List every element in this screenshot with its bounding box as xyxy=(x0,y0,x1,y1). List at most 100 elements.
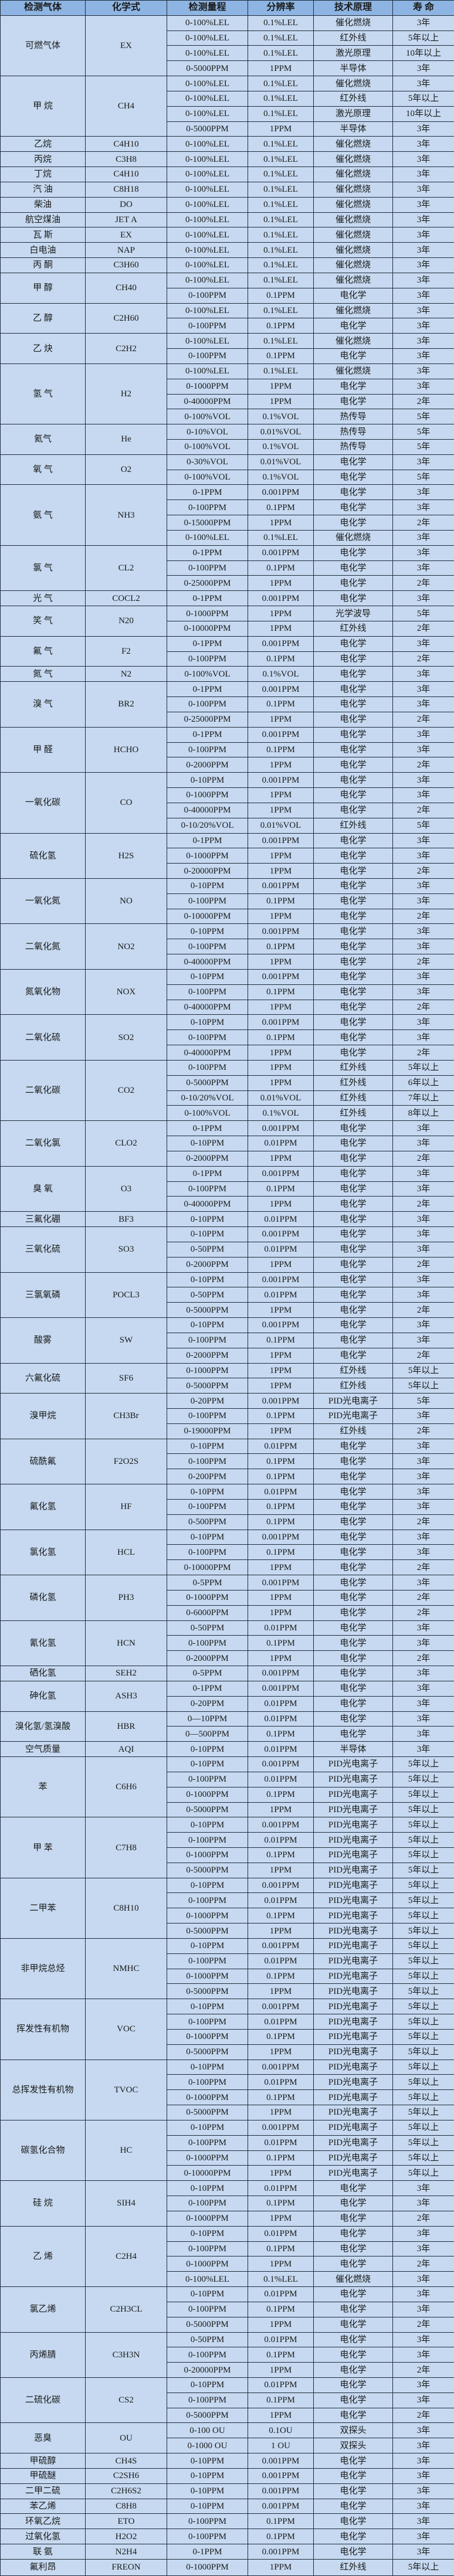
lifespan-cell: 5年以上 xyxy=(392,2119,454,2136)
technology-cell: 红外线 xyxy=(313,2558,393,2576)
technology-cell: 催化燃烧 xyxy=(313,272,393,288)
table-row: 0-100PPM 0.1PPM 电化学 3年 xyxy=(1,2392,454,2408)
resolution-cell: 0.1PPM xyxy=(248,1181,314,1197)
table-row: 氯 气 CL2 0-1PPM 0.001PPM 电化学 3年 xyxy=(0,545,454,592)
technology-cell: 电化学 xyxy=(313,1695,393,1712)
lifespan-cell: 5年以上 xyxy=(392,1817,454,1833)
range-cell: 0-10%VOL xyxy=(167,424,248,440)
lifespan-cell: 5年 xyxy=(392,817,454,834)
technology-cell: PID光电离子 xyxy=(313,1923,393,1939)
range-cell: 0-1000PPM xyxy=(167,1968,248,1984)
table-row: 0-5000PPM 1PPM 红外线 5年以上 xyxy=(1,1378,454,1394)
technology-cell: PID光电离子 xyxy=(313,2150,393,2166)
table-row: 0-100%VOL 0.1%VOL 红外线 8年以上 xyxy=(1,1105,454,1122)
range-cell: 0-10PPM xyxy=(167,2483,248,2499)
technology-cell: 红外线 xyxy=(313,1075,393,1091)
table-row: 0-1000PPM 0.1PPM PID光电离子 5年以上 xyxy=(1,2089,454,2106)
technology-cell: PID光电离子 xyxy=(313,1771,393,1787)
table-row: 汽 油 C8H18 0-100%LEL 0.1%LEL 催化燃烧 3年 xyxy=(0,181,454,198)
range-cell: 0-5000PPM xyxy=(167,2316,248,2333)
formula-cell: COCL2 xyxy=(85,590,167,607)
table-row: 总挥发性有机物 TVOC 0-10PPM 0.001PPM PID光电离子 5年以上 xyxy=(0,2059,454,2120)
lifespan-cell: 3年 xyxy=(392,726,454,743)
resolution-cell: 0.1PPM xyxy=(248,2241,314,2257)
formula-cell: O2 xyxy=(85,454,167,485)
table-row: 硅 烷 SIH4 0-10PPM 0.01PPM 电化学 3年 xyxy=(0,2180,454,2227)
lifespan-cell: 3年 xyxy=(392,1544,454,1561)
formula-cell: C2SH6 xyxy=(85,2468,167,2484)
lifespan-cell: 5年以上 xyxy=(392,1059,454,1076)
technology-cell: PID光电离子 xyxy=(313,2028,393,2045)
lifespan-cell: 3年 xyxy=(392,1181,454,1197)
table-row: 0-5000PPM 1PPM PID光电离子 5年以上 xyxy=(1,2105,454,2120)
resolution-cell: 0.1PPM xyxy=(248,1453,314,1470)
range-cell: 0-1PPM xyxy=(167,681,248,698)
technology-cell: 催化燃烧 xyxy=(313,76,393,91)
formula-cell: C4H10 xyxy=(85,136,167,152)
resolution-cell: 0.001PPM xyxy=(248,635,314,652)
resolution-cell: 0.001PPM xyxy=(248,1666,314,1681)
range-cell: 0-100%LEL xyxy=(167,2271,248,2288)
resolution-cell: 0.001PPM xyxy=(248,1575,314,1591)
technology-cell: 电化学 xyxy=(313,893,393,909)
range-cell: 0-1000 OU xyxy=(167,2438,248,2454)
technology-cell: 电化学 xyxy=(313,787,393,803)
technology-cell: 电化学 xyxy=(313,2301,393,2317)
table-row: 0-100PPM 0.1PPM 电化学 3年 xyxy=(1,696,454,712)
resolution-cell: 1PPM xyxy=(248,1302,314,1318)
range-cell: 0-5PPM xyxy=(167,1575,248,1591)
gas-name-cell: 硫化氢 xyxy=(0,832,86,879)
technology-cell: PID光电离子 xyxy=(313,2105,393,2120)
gas-name-cell: 航空煤油 xyxy=(0,212,86,228)
gas-name-cell: 氯化氢 xyxy=(0,1529,86,1576)
resolution-cell: 1PPM xyxy=(248,848,314,864)
technology-cell: 电化学 xyxy=(313,1726,393,1742)
technology-cell: 电化学 xyxy=(313,318,393,334)
resolution-cell: 1PPM xyxy=(248,863,314,879)
table-row: 二氧化氯 CLO2 0-1PPM 0.001PPM 电化学 3年 xyxy=(0,1120,454,1167)
table-row: 0-100PPM 0.01PPM PID光电离子 5年以上 xyxy=(1,2135,454,2151)
technology-cell: 电化学 xyxy=(313,2210,393,2227)
technology-cell: 催化燃烧 xyxy=(313,151,393,168)
gas-name-cell: 氰化氢 xyxy=(0,1620,86,1667)
technology-cell: 电化学 xyxy=(313,1514,393,1530)
table-row: 氯乙烯 C2H3CL 0-10PPM 0.01PPM 电化学 3年 xyxy=(0,2286,454,2333)
technology-cell: 催化燃烧 xyxy=(313,15,393,31)
formula-cell: HBR xyxy=(85,1711,167,1742)
table-row: 甲 烷 CH4 0-100%LEL 0.1%LEL 催化燃烧 3年 xyxy=(0,76,454,137)
range-cell: 0-50PPM xyxy=(167,2332,248,2348)
table-row: 0-40000PPM 1PPM 电化学 2年 xyxy=(1,1045,454,1061)
table-row: 0-10000PPM 1PPM 电化学 2年 xyxy=(1,1559,454,1576)
lifespan-cell: 3年 xyxy=(392,984,454,1000)
lifespan-cell: 3年 xyxy=(392,121,454,137)
range-cell: 0-100PPM xyxy=(167,1453,248,1470)
table-row: 一氧化氮 NO 0-10PPM 0.001PPM 电化学 3年 xyxy=(0,878,454,925)
technology-cell: 电化学 xyxy=(313,696,393,712)
technology-cell: 红外线 xyxy=(313,90,393,107)
table-row: 0-100%LEL 0.1%LEL 红外线 5年以上 xyxy=(1,90,454,107)
lifespan-cell: 5年以上 xyxy=(392,2059,454,2075)
range-cell: 0-10PPM xyxy=(167,2468,248,2484)
resolution-cell: 0.001PPM xyxy=(248,2453,314,2469)
resolution-cell: 0.001PPM xyxy=(248,1680,314,1697)
gas-name-cell: 乙 烯 xyxy=(0,2225,86,2288)
gas-name-cell: 硫酰氟 xyxy=(0,1438,86,1485)
technology-cell: 电化学 xyxy=(313,1302,393,1318)
range-cell: 0-1000PPM xyxy=(167,787,248,803)
formula-cell: CH4 xyxy=(85,76,167,137)
resolution-cell: 0.1%LEL xyxy=(248,106,314,122)
table-row: 磷化氢 PH3 0-5PPM 0.001PPM 电化学 3年 xyxy=(0,1575,454,1621)
technology-cell: 电化学 xyxy=(313,863,393,879)
formula-cell: C2H2 xyxy=(85,333,167,364)
resolution-cell: 1PPM xyxy=(248,1150,314,1167)
gas-name-cell: 六氟化硫 xyxy=(0,1362,86,1394)
technology-cell: 电化学 xyxy=(313,2225,393,2242)
formula-cell: O3 xyxy=(85,1165,167,1212)
range-cell: 0-100PPM xyxy=(167,1181,248,1197)
resolution-cell: 1PPM xyxy=(248,802,314,818)
gas-name-cell: 硒化氢 xyxy=(0,1666,86,1681)
range-cell: 0-1000PPM xyxy=(167,2558,248,2576)
gas-name-cell: 二氧化氮 xyxy=(0,923,86,970)
resolution-cell: 0.1PPM xyxy=(248,939,314,955)
resolution-cell: 1PPM xyxy=(248,606,314,621)
